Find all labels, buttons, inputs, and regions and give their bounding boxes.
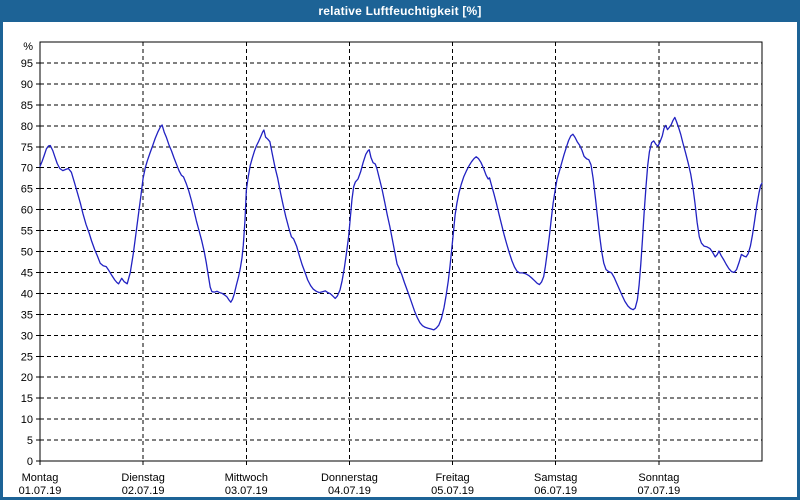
x-tick-date-label: 05.07.19 (431, 485, 474, 497)
x-tick-day-label: Samstag (534, 472, 577, 484)
x-tick-date-label: 03.07.19 (225, 485, 268, 497)
y-tick-label: 55 (21, 226, 33, 238)
window-border-bottom (0, 497, 800, 500)
x-tick-date-label: 01.07.19 (19, 485, 62, 497)
x-tick-day-label: Dienstag (121, 472, 164, 484)
chart-title: relative Luftfeuchtigkeit [%] (318, 4, 482, 18)
y-tick-label: 75 (21, 142, 33, 154)
x-tick-day-label: Mittwoch (225, 472, 268, 484)
x-tick-day-label: Donnerstag (321, 472, 378, 484)
y-tick-label: 40 (21, 288, 33, 300)
humidity-curve (39, 116, 763, 331)
y-tick-label: 10 (21, 414, 33, 426)
y-tick-label: 25 (21, 351, 33, 363)
y-tick-label: 80 (21, 121, 33, 133)
y-axis-unit-label: % (23, 41, 33, 53)
window-border-left (0, 22, 3, 500)
y-tick-label: 15 (21, 393, 33, 405)
y-tick-label: 35 (21, 309, 33, 321)
x-tick-day-label: Sonntag (638, 472, 679, 484)
y-tick-label: 85 (21, 100, 33, 112)
y-tick-label: 20 (21, 372, 33, 384)
y-tick-label: 90 (21, 79, 33, 91)
y-tick-label: 60 (21, 205, 33, 217)
x-tick-date-label: 06.07.19 (534, 485, 577, 497)
x-tick-day-label: Montag (22, 472, 59, 484)
y-tick-label: 45 (21, 267, 33, 279)
x-tick-day-label: Freitag (435, 472, 469, 484)
x-tick-date-label: 04.07.19 (328, 485, 371, 497)
window-border-right (797, 22, 800, 500)
y-tick-label: 0 (27, 456, 33, 468)
x-tick-date-label: 02.07.19 (122, 485, 165, 497)
y-tick-label: 65 (21, 184, 33, 196)
y-tick-label: 5 (27, 435, 33, 447)
x-tick-date-label: 07.07.19 (637, 485, 680, 497)
y-tick-label: 50 (21, 247, 33, 259)
y-tick-label: 95 (21, 58, 33, 70)
title-bar: relative Luftfeuchtigkeit [%] (0, 0, 800, 22)
y-tick-label: 70 (21, 163, 33, 175)
humidity-line-chart: 0 5 10 15 20 25 30 35 40 45 50 55 60 65 70 75 80 85 90 95% M… (0, 22, 800, 500)
y-tick-label: 30 (21, 330, 33, 342)
